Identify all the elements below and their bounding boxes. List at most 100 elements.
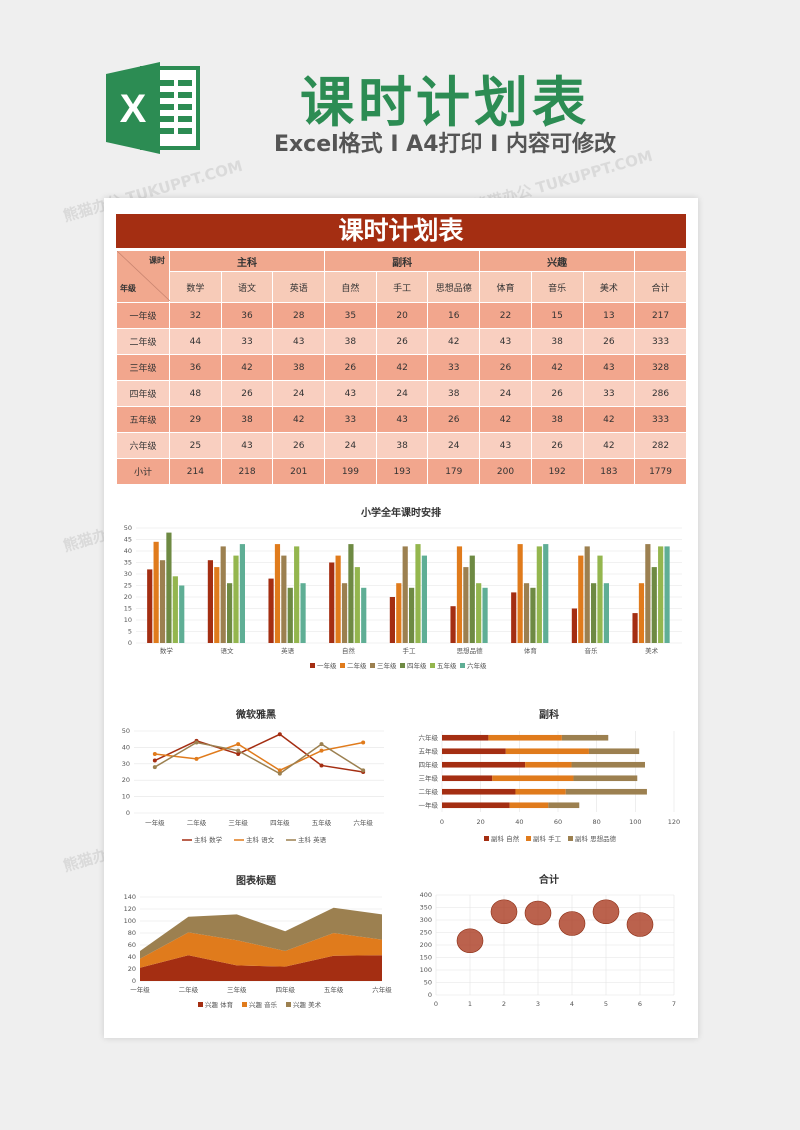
y-tick-label: 35 [124, 559, 132, 567]
bar [664, 546, 670, 643]
x-tick-label: 三年级 [228, 818, 248, 827]
y-tick-label: 50 [424, 979, 432, 987]
x-tick-label: 6 [638, 1000, 642, 1008]
bar [294, 546, 300, 643]
legend-swatch [286, 1002, 291, 1007]
table-cell: 193 [375, 458, 429, 485]
table-cell: 36 [220, 302, 274, 329]
column-header: 英语 [272, 271, 326, 303]
y-tick-label: 0 [132, 977, 136, 985]
bar-segment [442, 788, 516, 795]
group-header-row: 课时 年级 主科 副科 兴趣 [116, 250, 687, 303]
legend-swatch [198, 1002, 203, 1007]
chart-title: 图表标题 [236, 874, 277, 887]
data-point [319, 748, 324, 753]
bar [341, 583, 348, 643]
x-tick-label: 音乐 [585, 646, 599, 655]
legend-swatch [242, 1002, 247, 1007]
y-tick-label: 30 [122, 760, 130, 768]
y-tick-label: 二年级 [419, 787, 439, 796]
legend-swatch [340, 663, 345, 668]
bar [450, 606, 456, 643]
legend-label: 六年级 [467, 661, 487, 670]
table-cell: 13 [582, 302, 636, 329]
x-tick-label: 1 [468, 1000, 472, 1008]
group-header: 副科 [324, 250, 481, 272]
legend-label: 主科 数学 [194, 835, 223, 844]
area-band [140, 932, 382, 968]
bar [469, 555, 475, 643]
legend-swatch [484, 836, 489, 841]
y-tick-label: 15 [124, 605, 132, 613]
y-tick-label: 150 [420, 954, 432, 962]
y-tick-label: 45 [124, 536, 132, 544]
table-cell: 42 [479, 406, 532, 433]
y-tick-label: 10 [122, 793, 130, 801]
y-tick-label: 10 [124, 616, 132, 624]
sheet-title: 课时计划表 [116, 214, 686, 248]
y-tick-label: 80 [128, 929, 136, 937]
group-header-blank [634, 250, 687, 272]
x-tick-label: 一年级 [145, 818, 165, 827]
data-point [524, 900, 552, 926]
legend-label: 五年级 [437, 661, 457, 670]
row-label: 三年级 [116, 354, 170, 381]
y-tick-label: 一年级 [419, 800, 439, 809]
bar [348, 544, 354, 643]
table-cell: 38 [324, 328, 377, 355]
x-tick-label: 二年级 [179, 985, 199, 994]
legend-swatch [430, 663, 435, 668]
table-cell: 33 [220, 328, 274, 355]
bar [476, 583, 482, 643]
data-point [152, 765, 157, 770]
area-band [140, 955, 382, 981]
legend-label: 兴趣 美术 [293, 1000, 322, 1009]
page-header: X 课时计划表 Excel格式 Ⅰ A4打印 Ⅰ 内容可修改 [0, 0, 800, 190]
bar-segment [571, 761, 645, 768]
data-point [194, 740, 199, 745]
x-tick-label: 0 [440, 818, 444, 826]
table-cell: 192 [530, 458, 584, 485]
bar-segment [442, 802, 510, 809]
y-tick-label: 100 [420, 966, 432, 974]
chart-title: 微软雅黑 [235, 708, 276, 721]
bar-segment [525, 761, 572, 768]
data-point [277, 732, 282, 737]
table-cell: 16 [427, 302, 481, 329]
y-tick-label: 40 [124, 547, 132, 555]
table-cell: 38 [375, 432, 429, 459]
column-header: 语文 [220, 271, 274, 303]
y-tick-label: 三年级 [419, 773, 439, 782]
y-tick-label: 200 [420, 941, 432, 949]
table-cell: 38 [272, 354, 326, 381]
bar-segment [442, 761, 526, 768]
bar [511, 592, 517, 643]
page-title: 课时计划表 [300, 71, 590, 134]
x-tick-label: 英语 [281, 646, 295, 655]
bar [179, 585, 185, 643]
bar-segment [561, 734, 609, 741]
bar [603, 583, 609, 643]
table-cell: 42 [582, 406, 636, 433]
data-point [236, 748, 241, 753]
series-line [154, 741, 364, 775]
x-tick-label: 手工 [403, 646, 417, 655]
series-line [154, 741, 364, 772]
bar-segment [442, 775, 493, 782]
table-row: 六年级 25 43 26 24 38 24 43 26 42 282 [116, 432, 687, 459]
table-cell: 26 [530, 432, 584, 459]
x-tick-label: 7 [672, 1000, 676, 1008]
data-point [490, 899, 518, 925]
bar [147, 569, 153, 643]
x-tick-label: 二年级 [187, 818, 207, 827]
bar [591, 583, 597, 643]
x-tick-label: 六年级 [353, 818, 373, 827]
data-point [361, 740, 366, 745]
table-cell: 44 [169, 328, 222, 355]
bar [409, 587, 415, 643]
bar [287, 587, 293, 643]
bar-segment [492, 775, 574, 782]
area-band [140, 907, 382, 959]
bar [651, 567, 657, 643]
